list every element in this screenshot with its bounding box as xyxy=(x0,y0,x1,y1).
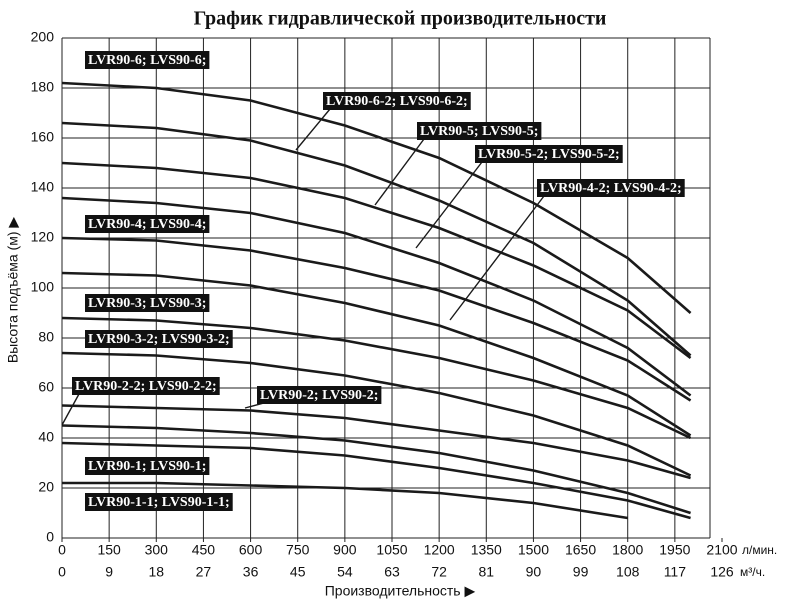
y-tick-label: 0 xyxy=(46,529,54,545)
legend-label: LVR90-1; LVS90-1; xyxy=(88,459,206,474)
series-label: LVR90-2; LVS90-2; xyxy=(257,386,382,404)
curve xyxy=(61,196,692,397)
label-box xyxy=(417,122,542,140)
x2-tick-label: 0 xyxy=(58,564,66,580)
curve xyxy=(61,351,692,477)
x2-tick-label: 117 xyxy=(664,564,687,580)
label-box xyxy=(257,386,382,404)
leader-line xyxy=(449,195,545,321)
series-label: LVR90-4-2; LVS90-4-2; xyxy=(537,179,685,197)
curve xyxy=(61,316,692,440)
legend-label: LVR90-4; LVS90-4; xyxy=(88,217,206,232)
x-tick-label: 1650 xyxy=(565,542,596,558)
x-tick-label: 1200 xyxy=(424,542,455,558)
curve xyxy=(62,481,628,520)
series-label: LVR90-4; LVS90-4; xyxy=(85,215,210,233)
label-box xyxy=(323,92,471,110)
curve xyxy=(61,441,691,520)
x2-tick-label: 108 xyxy=(616,564,640,580)
y-tick-label: 40 xyxy=(38,429,54,445)
legend-label: LVR90-6; LVS90-6; xyxy=(88,53,206,68)
x-tick-label: 1350 xyxy=(471,542,502,558)
label-box xyxy=(85,457,210,475)
y-tick-label: 140 xyxy=(31,179,55,195)
series-label: LVR90-3; LVS90-3; xyxy=(85,294,210,312)
x-tick-label: 150 xyxy=(97,542,121,558)
y-tick-label: 80 xyxy=(38,329,54,345)
leader-line xyxy=(61,393,80,426)
x-tick-label: 450 xyxy=(192,542,216,558)
x-tick-label: 1800 xyxy=(612,542,643,558)
curve xyxy=(61,81,692,314)
y-tick-label: 180 xyxy=(31,79,55,95)
x-tick-label: 0 xyxy=(58,542,66,558)
legend-label: LVR90-6-2; LVS90-6-2; xyxy=(326,94,468,109)
x2-tick-label: 18 xyxy=(148,564,164,580)
leader-line xyxy=(295,108,331,151)
label-box xyxy=(85,493,233,511)
y-tick-label: 20 xyxy=(38,479,54,495)
x-tick-label: 900 xyxy=(333,542,357,558)
label-box xyxy=(85,215,210,233)
series-label: LVR90-3-2; LVS90-3-2; xyxy=(85,330,233,348)
x-tick-label: 600 xyxy=(239,542,263,558)
label-box xyxy=(85,294,210,312)
label-box xyxy=(85,51,210,69)
series-label: LVR90-6; LVS90-6; xyxy=(85,51,210,69)
x2-tick-label: 45 xyxy=(290,564,306,580)
series-label: LVR90-1-1; LVS90-1-1; xyxy=(85,493,233,511)
legend-label: LVR90-5-2; LVS90-5-2; xyxy=(478,147,620,162)
legend-label: LVR90-3-2; LVS90-3-2; xyxy=(88,332,230,347)
y-axis-label: Высота подъёма (м) ▶ xyxy=(5,217,21,364)
label-box xyxy=(85,330,233,348)
y-tick-label: 200 xyxy=(31,29,55,45)
legend-label: LVR90-2-2; LVS90-2-2; xyxy=(75,379,217,394)
leader-line xyxy=(415,161,483,249)
chart-title: График гидравлической производительности xyxy=(194,8,607,30)
y-tick-label: 60 xyxy=(38,379,54,395)
legend-label: LVR90-2; LVS90-2; xyxy=(260,388,378,403)
series-label: LVR90-5-2; LVS90-5-2; xyxy=(475,145,623,163)
series-label: LVR90-2-2; LVS90-2-2; xyxy=(72,377,220,395)
x-unit: л/мин. xyxy=(742,543,777,557)
y-tick-label: 120 xyxy=(31,229,55,245)
x2-tick-label: 72 xyxy=(431,564,447,580)
legend-label: LVR90-5; LVS90-5; xyxy=(420,124,538,139)
x-tick-label: 750 xyxy=(286,542,310,558)
x-tick-label: 300 xyxy=(145,542,169,558)
x-axis-label: Производительность ▶ xyxy=(325,583,476,599)
curve xyxy=(61,161,692,360)
x-tick-label: 1950 xyxy=(659,542,690,558)
curve xyxy=(61,236,692,402)
x2-tick-label: 27 xyxy=(196,564,212,580)
label-box xyxy=(537,179,685,197)
legend-label: LVR90-1-1; LVS90-1-1; xyxy=(88,495,230,510)
series-label: LVR90-5; LVS90-5; xyxy=(417,122,542,140)
x2-tick-label: 81 xyxy=(478,564,494,580)
leader-line xyxy=(374,138,425,206)
x2-unit: м³/ч. xyxy=(740,565,765,579)
x2-tick-label: 126 xyxy=(710,564,734,580)
series-label: LVR90-6-2; LVS90-6-2; xyxy=(323,92,471,110)
x2-tick-label: 54 xyxy=(337,564,353,580)
x-tick-label: 1050 xyxy=(376,542,407,558)
x2-tick-label: 9 xyxy=(105,564,113,580)
label-box xyxy=(475,145,623,163)
legend-label: LVR90-4-2; LVS90-4-2; xyxy=(540,181,682,196)
x2-tick-label: 99 xyxy=(573,564,589,580)
x-tick-label: 2100 xyxy=(706,542,737,558)
curve xyxy=(61,271,692,437)
x2-tick-label: 36 xyxy=(243,564,259,580)
series-label: LVR90-1; LVS90-1; xyxy=(85,457,210,475)
legend-label: LVR90-3; LVS90-3; xyxy=(88,296,206,311)
label-box xyxy=(72,377,220,395)
x2-tick-label: 90 xyxy=(526,564,542,580)
x2-tick-label: 63 xyxy=(384,564,400,580)
y-tick-label: 160 xyxy=(31,129,55,145)
curve xyxy=(61,424,691,515)
x-tick-label: 1500 xyxy=(518,542,549,558)
curve xyxy=(61,404,691,480)
y-tick-label: 100 xyxy=(31,279,55,295)
